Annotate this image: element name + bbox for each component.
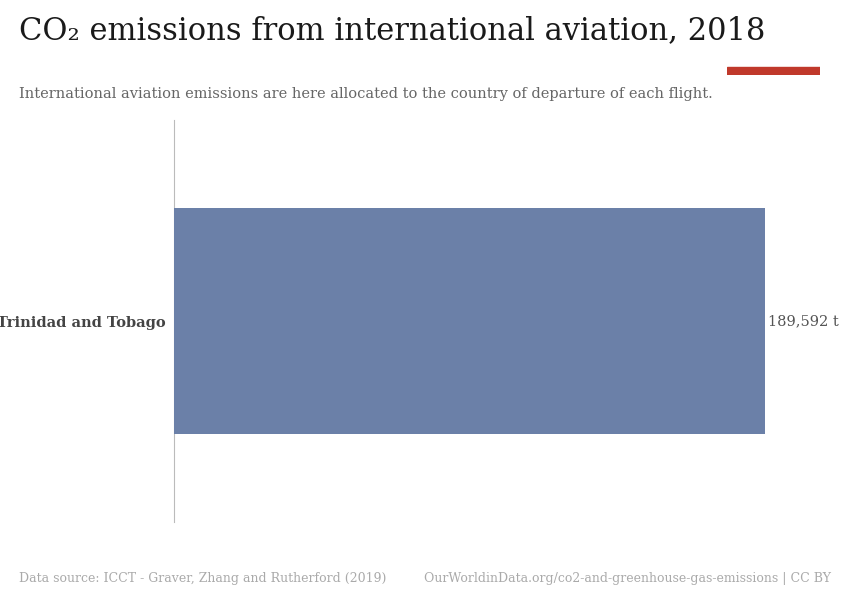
Bar <box>174 208 765 434</box>
Text: Our World: Our World <box>741 25 806 37</box>
Text: in Data: in Data <box>751 47 796 58</box>
Text: OurWorldinData.org/co2-and-greenhouse-gas-emissions | CC BY: OurWorldinData.org/co2-and-greenhouse-ga… <box>424 572 831 585</box>
Text: Data source: ICCT - Graver, Zhang and Rutherford (2019): Data source: ICCT - Graver, Zhang and Ru… <box>19 572 386 585</box>
Text: 189,592 t: 189,592 t <box>768 314 839 328</box>
Bar <box>727 67 820 75</box>
Text: CO₂ emissions from international aviation, 2018: CO₂ emissions from international aviatio… <box>19 15 765 46</box>
Text: International aviation emissions are here allocated to the country of departure : International aviation emissions are her… <box>19 87 712 101</box>
